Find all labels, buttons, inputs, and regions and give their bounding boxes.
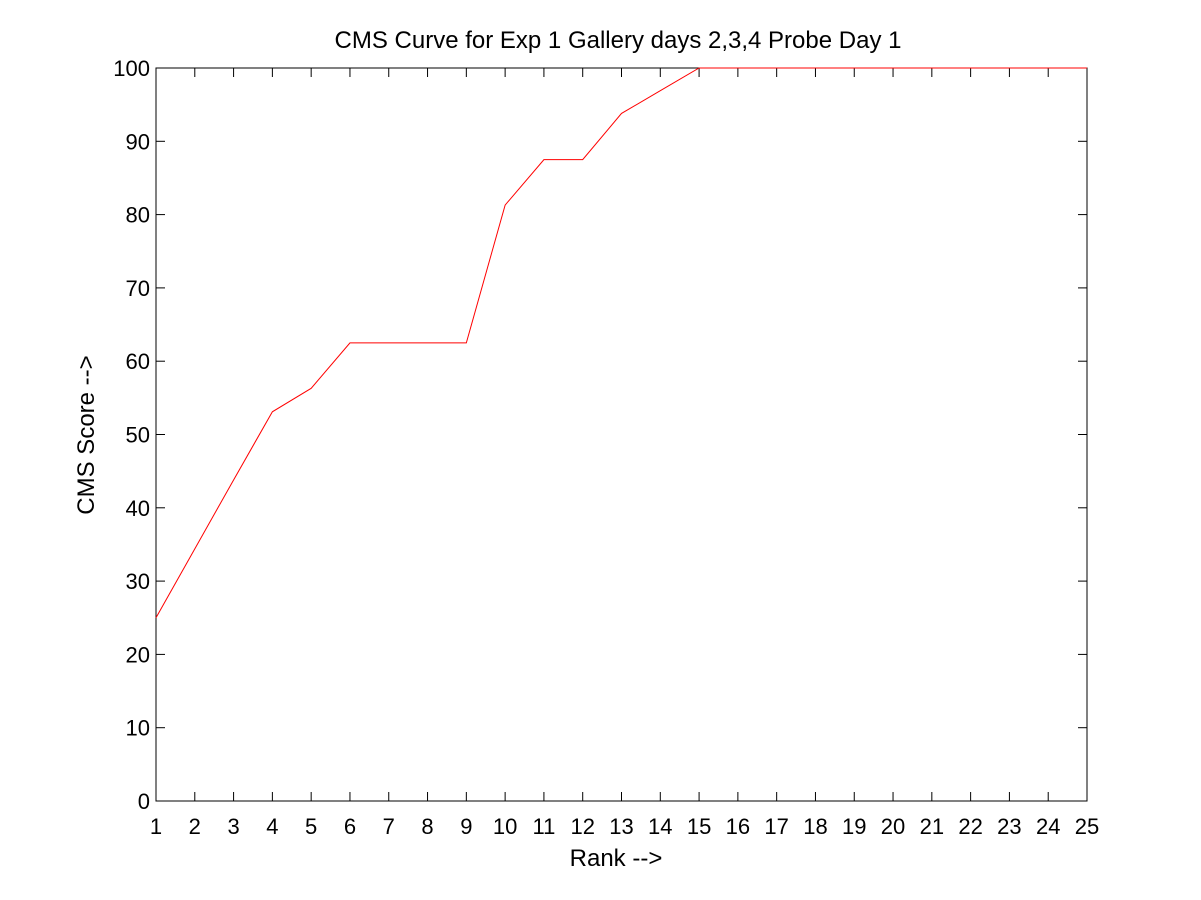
x-tick-label: 5 [305,814,317,839]
x-tick-label: 14 [648,814,672,839]
x-tick-label: 11 [532,814,555,839]
plot-area: 1 2 3 4 5 6 7 8 9 10 11 12 13 14 15 16 17 18 19 20 21 22 23 24 2… [113,56,1099,839]
y-tick-label: 10 [126,716,150,741]
y-tick-label: 0 [138,789,150,814]
x-tick-label: 4 [266,814,278,839]
x-tick-label: 24 [1036,814,1060,839]
x-axis-label: Rank --> [570,845,663,872]
x-tick-label: 17 [764,814,788,839]
x-tick-label: 15 [687,814,711,839]
y-tick-label: 60 [126,349,150,374]
x-tick-label: 13 [609,814,633,839]
x-tick-label: 19 [842,814,866,839]
x-tick-label: 12 [570,814,594,839]
x-tick-label: 10 [493,814,517,839]
x-tick-label: 22 [958,814,982,839]
y-tick-label: 20 [126,642,150,667]
x-tick-label: 1 [150,814,162,839]
y-axis-label: CMS Score --> [73,355,100,514]
series-line [155,67,1087,618]
x-tick-label: 9 [460,814,472,839]
x-tick-label: 23 [997,814,1021,839]
y-tick-label: 80 [126,203,150,228]
axes-frame [155,67,1088,802]
x-tick-label: 6 [344,814,356,839]
x-tick-label: 2 [189,814,201,839]
y-tick-label: 30 [126,569,150,594]
x-tick-label: 16 [726,814,750,839]
chart-title: CMS Curve for Exp 1 Gallery days 2,3,4 P… [335,27,902,54]
x-tick-label: 25 [1075,814,1099,839]
y-tick-label: 70 [126,276,150,301]
y-tick-label: 50 [126,423,150,448]
x-tick-label: 8 [421,814,433,839]
x-tick-label: 7 [383,814,395,839]
x-tick-label: 20 [881,814,905,839]
x-tick-label: 18 [803,814,827,839]
x-tick-label: 21 [920,814,944,839]
y-tick-label: 90 [126,129,150,154]
y-tick-label: 100 [113,56,150,81]
x-tick-label: 3 [227,814,239,839]
y-tick-label: 40 [126,496,150,521]
